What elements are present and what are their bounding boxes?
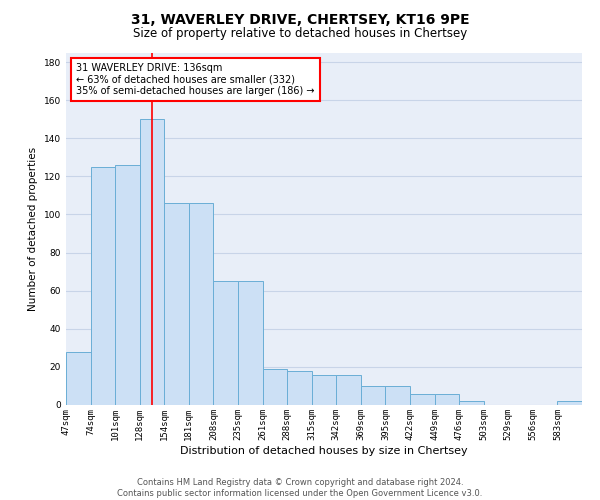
Bar [410,394,434,405]
Bar [287,370,312,405]
Bar [164,203,189,405]
Bar [557,401,582,405]
Bar [140,119,164,405]
Text: 31 WAVERLEY DRIVE: 136sqm
← 63% of detached houses are smaller (332)
35% of semi: 31 WAVERLEY DRIVE: 136sqm ← 63% of detac… [76,63,315,96]
Text: Size of property relative to detached houses in Chertsey: Size of property relative to detached ho… [133,28,467,40]
X-axis label: Distribution of detached houses by size in Chertsey: Distribution of detached houses by size … [180,446,468,456]
Bar [459,401,484,405]
Text: Contains HM Land Registry data © Crown copyright and database right 2024.
Contai: Contains HM Land Registry data © Crown c… [118,478,482,498]
Bar [91,167,115,405]
Bar [214,281,238,405]
Text: 31, WAVERLEY DRIVE, CHERTSEY, KT16 9PE: 31, WAVERLEY DRIVE, CHERTSEY, KT16 9PE [131,12,469,26]
Bar [336,374,361,405]
Bar [263,369,287,405]
Bar [66,352,91,405]
Bar [238,281,263,405]
Bar [361,386,385,405]
Bar [385,386,410,405]
Bar [312,374,336,405]
Y-axis label: Number of detached properties: Number of detached properties [28,146,38,311]
Bar [434,394,459,405]
Bar [115,165,140,405]
Bar [189,203,214,405]
